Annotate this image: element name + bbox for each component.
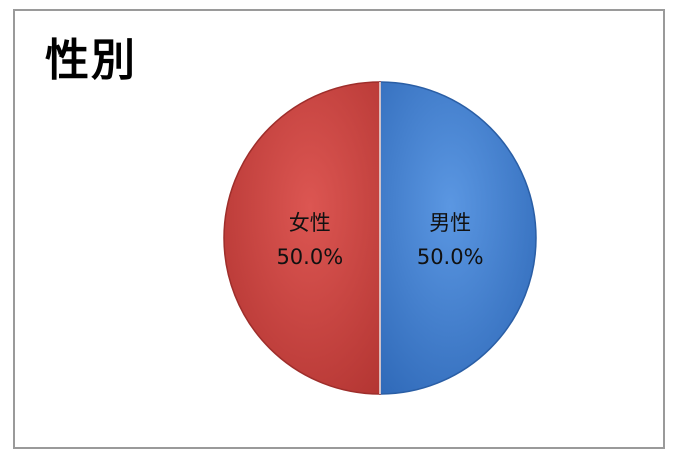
slice-category-label: 女性 — [289, 211, 331, 235]
pie-slice-male — [379, 81, 537, 395]
chart-title: 性別 — [45, 35, 137, 86]
slice-category-label: 男性 — [429, 211, 471, 235]
slice-percent-label: 50.0% — [417, 245, 484, 269]
pie-slice-female — [223, 81, 381, 395]
slice-percent-label: 50.0% — [276, 245, 343, 269]
